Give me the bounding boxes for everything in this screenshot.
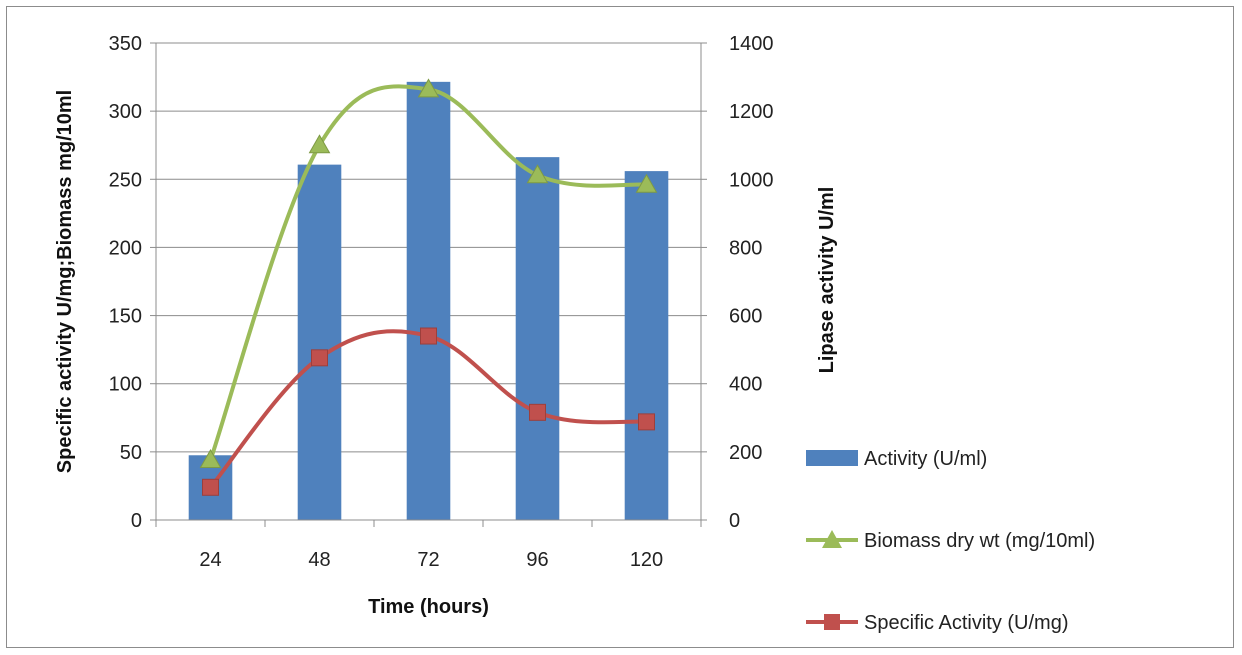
legend-marker-specific-activity [824, 614, 840, 630]
marker-specific-activity [529, 403, 546, 421]
x-tick-label: 24 [199, 549, 221, 571]
y-left-tick-label: 0 [131, 510, 142, 532]
marker-specific-activity [202, 478, 219, 496]
legend-swatch-activity [806, 450, 858, 466]
bar-activity [406, 81, 451, 520]
y-right-tick-label: 1400 [729, 33, 774, 55]
chart-frame: 0 50 100 150 200 250 300 350 0 200 400 600 800 1000 12… [6, 6, 1234, 648]
y-right-tick-label: 800 [729, 237, 762, 259]
y-right-tick-label: 400 [729, 374, 762, 396]
marker-specific-activity [638, 413, 655, 431]
x-tick-label: 48 [308, 549, 330, 571]
y-left-tick-label: 200 [109, 237, 142, 259]
marker-biomass [417, 78, 440, 98]
bar-activity [297, 164, 342, 520]
marker-biomass [635, 173, 658, 193]
legend-label: Activity (U/ml) [864, 448, 987, 470]
y-left-tick-label: 50 [120, 442, 142, 464]
y-right-tick-label: 0 [729, 510, 740, 532]
y-right-tick-label: 1200 [729, 101, 774, 123]
legend-label: Biomass dry wt (mg/10ml) [864, 530, 1095, 552]
x-tick-label: 72 [417, 549, 439, 571]
marker-specific-activity [311, 349, 328, 367]
bar-activity [515, 157, 560, 520]
line-biomass [208, 84, 647, 461]
y-right-axis-title: Lipase activity U/ml [816, 187, 838, 374]
legend-label: Specific Activity (U/mg) [864, 612, 1068, 634]
legend-marker-biomass [822, 530, 842, 548]
y-left-tick-label: 300 [109, 101, 142, 123]
marker-biomass [199, 449, 222, 469]
y-left-tick-label: 350 [109, 33, 142, 55]
marker-biomass [308, 134, 331, 154]
y-left-tick-label: 150 [109, 306, 142, 328]
marker-specific-activity [420, 327, 437, 345]
y-right-tick-label: 600 [729, 306, 762, 328]
x-tick-label: 120 [630, 549, 663, 571]
y-left-tick-label: 100 [109, 374, 142, 396]
marker-biomass [526, 164, 549, 184]
chart-svg: 0 50 100 150 200 250 300 350 0 200 400 600 800 1000 12… [54, 33, 1095, 634]
y-left-axis-title: Specific activity U/mg;Biomass mg/10ml [54, 90, 76, 473]
y-right-tick-label: 1000 [729, 169, 774, 191]
x-axis-title: Time (hours) [368, 596, 489, 618]
y-left-tick-label: 250 [109, 169, 142, 191]
y-right-tick-label: 200 [729, 442, 762, 464]
bar-activity [624, 171, 669, 520]
x-tick-label: 96 [526, 549, 548, 571]
